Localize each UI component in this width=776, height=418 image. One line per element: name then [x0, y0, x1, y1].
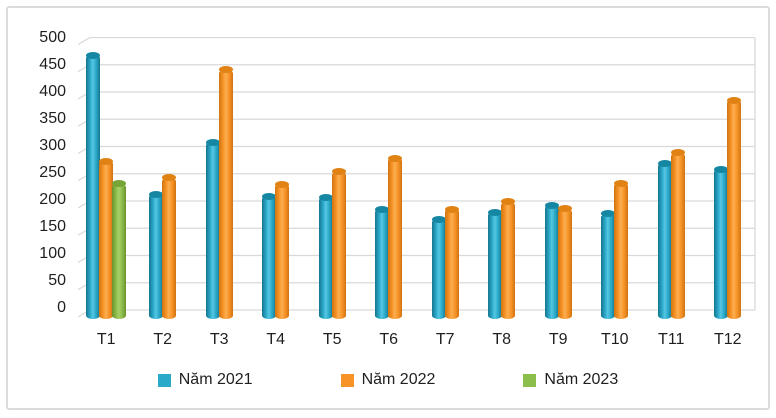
bar-nam-2022-t6	[388, 154, 403, 319]
bar-nam-2021-t3	[205, 138, 220, 319]
x-tick-label-t5: T5	[322, 331, 342, 348]
x-tick-label-t10: T10	[600, 331, 629, 348]
x-tick-label-t3: T3	[209, 331, 229, 348]
bar-nam-2021-t4	[262, 192, 277, 319]
x-tick-label-t9: T9	[548, 331, 568, 348]
plot-area	[78, 37, 756, 319]
bar-nam-2022-t11	[670, 149, 685, 319]
y-tick-label: 350	[39, 110, 66, 127]
bar-nam-2022-t9	[557, 205, 572, 319]
bar-nam-2021-t2	[149, 190, 164, 319]
bar-nam-2022-t2	[162, 174, 177, 319]
y-tick-label: 0	[57, 299, 66, 316]
x-tick-label-t12: T12	[713, 331, 742, 348]
y-tick-label: 150	[39, 218, 66, 235]
bar-nam-2022-t4	[275, 180, 290, 319]
legend-label: Năm 2021	[178, 371, 253, 388]
bar-nam-2022-t7	[444, 205, 459, 319]
bar-nam-2022-t10	[614, 179, 629, 319]
y-tick-label: 200	[39, 191, 66, 208]
x-tick-label-t1: T1	[96, 331, 116, 348]
y-tick-label: 450	[39, 56, 66, 73]
bar-nam-2021-t7	[431, 215, 446, 319]
bar-nam-2021-t11	[657, 159, 672, 319]
legend-label: Năm 2023	[544, 371, 619, 388]
x-tick-label-t4: T4	[266, 331, 286, 348]
gridlines	[78, 37, 756, 317]
x-tick-label-t11: T11	[658, 331, 685, 348]
bar-nam-2021-t6	[375, 205, 390, 319]
y-tick-label: 50	[48, 272, 66, 289]
x-axis-labels: T1 T2 T3 T4 T5 T6 T7 T8 T9 T10 T11 T12	[78, 331, 756, 353]
y-axis-labels: 0 50 100 150 200 250 300 350 400 450 500	[0, 0, 68, 330]
y-tick-label: 400	[39, 83, 66, 100]
bar-nam-2022-t12	[727, 96, 742, 319]
x-tick-label-t6: T6	[379, 331, 399, 348]
legend-swatch-icon	[157, 373, 171, 387]
bar-nam-2021-t8	[488, 208, 503, 319]
bar-nam-2023-t1	[112, 180, 127, 319]
bar-nam-2021-t10	[601, 210, 616, 319]
legend-item-nam-2023: Năm 2023	[523, 371, 618, 389]
bar-nam-2022-t1	[99, 157, 114, 319]
legend-swatch-icon	[340, 373, 354, 387]
bar-nam-2021-t1	[86, 51, 101, 319]
x-tick-label-t7: T7	[435, 331, 455, 348]
legend-swatch-icon	[523, 373, 537, 387]
x-tick-label-t8: T8	[492, 331, 512, 348]
x-tick-label-t2: T2	[153, 331, 173, 348]
legend-item-nam-2022: Năm 2022	[340, 371, 436, 389]
bar-nam-2021-t9	[544, 201, 559, 319]
y-tick-label: 300	[39, 137, 66, 154]
legend-item-nam-2021: Năm 2021	[157, 371, 253, 389]
bar-nam-2022-t3	[218, 66, 233, 319]
bar-nam-2021-t12	[714, 165, 729, 319]
y-tick-label: 100	[39, 245, 66, 262]
chart-frame[interactable]	[6, 6, 770, 410]
legend-label: Năm 2022	[361, 371, 436, 388]
y-tick-label: 500	[39, 29, 66, 46]
y-tick-label: 250	[39, 164, 66, 181]
legend: Năm 2021 Năm 2022 Năm 2023	[0, 367, 776, 393]
bar-nam-2022-t8	[501, 198, 516, 319]
bar-nam-2022-t5	[331, 168, 346, 319]
bar-nam-2021-t5	[318, 193, 333, 319]
